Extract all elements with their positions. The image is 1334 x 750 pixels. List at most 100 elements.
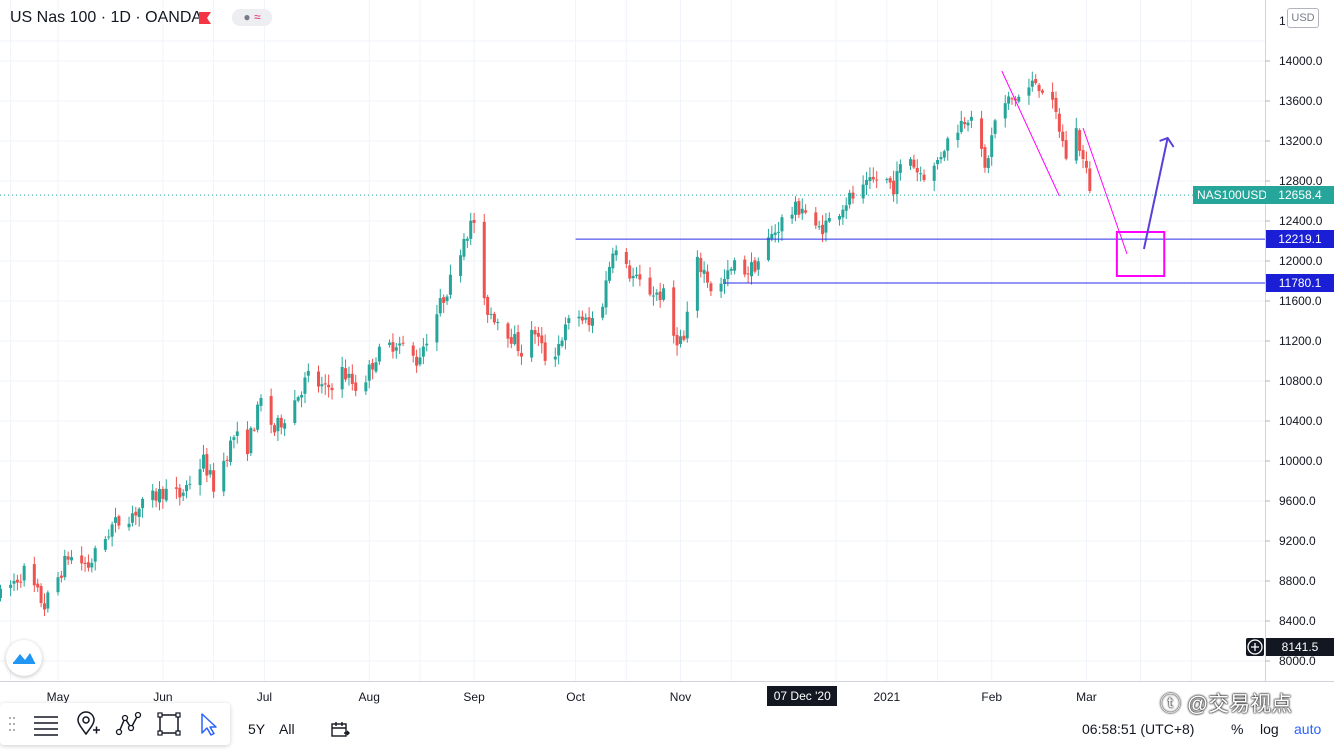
candle-body <box>530 329 534 358</box>
candle-body <box>394 347 398 351</box>
candle-body <box>1088 168 1092 191</box>
candle-body <box>638 274 642 280</box>
y-tick-label: 12800.0 <box>1279 174 1323 188</box>
candle-body <box>330 387 334 391</box>
drag-handle-icon[interactable] <box>8 715 16 733</box>
candle-body <box>9 584 13 588</box>
candle-body <box>1037 84 1041 92</box>
candle-body <box>750 262 754 277</box>
candle-body <box>425 343 429 346</box>
drawings[interactable] <box>0 70 1265 284</box>
candle-body <box>482 221 486 299</box>
candle-body <box>827 218 831 222</box>
candle-body <box>563 324 567 341</box>
candle-body <box>364 382 368 392</box>
candle-body <box>178 487 182 498</box>
candle-body <box>208 470 212 475</box>
rectangle-tool-icon[interactable] <box>153 708 185 740</box>
candle-body <box>421 346 425 357</box>
range-all-button[interactable]: All <box>279 721 295 737</box>
crosshair-price-label: 8141.5 <box>1266 638 1334 656</box>
x-tick-label: Jul <box>257 690 272 704</box>
range-5y-button[interactable]: 5Y <box>248 721 266 737</box>
date-range-icon[interactable] <box>330 721 350 739</box>
candle-body <box>201 454 205 469</box>
auto-scale-toggle[interactable]: auto <box>1294 721 1322 737</box>
trendline-drawing <box>1001 70 1060 197</box>
candle-body <box>868 177 872 182</box>
candle-body <box>472 219 476 223</box>
candle-body <box>296 397 300 401</box>
candle-body <box>513 334 517 345</box>
tradingview-logo-icon <box>13 653 35 664</box>
candle-body <box>63 555 67 578</box>
candle-body <box>932 165 936 181</box>
pattern-tool-icon[interactable] <box>113 708 145 740</box>
candle-body <box>1064 140 1068 159</box>
level-label-lower: 11780.1 <box>1266 273 1334 292</box>
target-box-drawing <box>1115 231 1166 277</box>
trend-lines-icon[interactable] <box>30 708 62 740</box>
candle-body <box>986 158 990 168</box>
candle-body <box>1017 96 1021 102</box>
candle-body <box>56 577 60 593</box>
candle-body <box>658 291 662 301</box>
candle-body <box>584 317 588 320</box>
candle-body <box>567 318 571 323</box>
tradingview-logo-button[interactable] <box>6 640 42 676</box>
candle-body <box>560 340 564 346</box>
candle-body <box>259 398 263 406</box>
candle-body <box>15 579 19 583</box>
candle-body <box>719 283 723 292</box>
level-label-upper: 12219.1 <box>1266 230 1334 249</box>
cursor-arrow-icon[interactable] <box>192 708 224 740</box>
candle-body <box>245 429 249 455</box>
currency-badge[interactable]: USD <box>1287 8 1319 28</box>
candle-body <box>682 335 686 340</box>
candle-body <box>746 273 750 275</box>
candle-body <box>435 314 439 343</box>
candle-body <box>70 557 74 561</box>
pin-tool-icon[interactable] <box>72 708 104 740</box>
candle-body <box>445 296 449 302</box>
percent-toggle[interactable]: % <box>1231 721 1244 737</box>
candle-body <box>516 332 520 352</box>
candle-body <box>418 357 422 365</box>
candle-body <box>956 132 960 141</box>
y-tick-label: 12000.0 <box>1279 254 1323 268</box>
candle-body <box>161 488 165 499</box>
candle-body <box>519 352 523 357</box>
candle-body <box>83 562 87 565</box>
indicator-pill[interactable]: ● ≈ <box>232 9 272 26</box>
candle-body <box>273 425 277 433</box>
candle-body <box>709 283 713 292</box>
add-plus-icon[interactable] <box>1246 638 1264 656</box>
y-tick-label: 13200.0 <box>1279 134 1323 148</box>
clock-timezone[interactable]: 06:58:51 (UTC+8) <box>1082 721 1195 737</box>
y-tick-label: 11600.0 <box>1279 294 1322 308</box>
candle-body <box>983 147 987 168</box>
candle-body <box>672 287 676 336</box>
symbol-title[interactable]: US Nas 100 · 1D · OANDA <box>10 9 203 26</box>
candle-body <box>36 583 40 588</box>
candle-body <box>42 603 46 610</box>
candle-body <box>256 404 260 430</box>
candle-body <box>1057 113 1061 132</box>
candle-body <box>293 400 297 423</box>
candle-body <box>212 470 216 492</box>
candle-body <box>557 344 561 356</box>
candle-body <box>733 260 737 271</box>
candle-body <box>1034 79 1038 84</box>
candle-body <box>117 516 121 526</box>
log-toggle[interactable]: log <box>1260 721 1279 737</box>
candle-body <box>912 159 916 168</box>
candle-body <box>32 564 36 586</box>
candle-body <box>66 556 70 560</box>
candle-body <box>611 253 615 269</box>
flag-icon[interactable] <box>199 12 211 24</box>
candle-body <box>909 159 913 166</box>
candle-body <box>817 226 821 228</box>
y-tick-label: 10400.0 <box>1279 414 1323 428</box>
candle-body <box>837 215 841 220</box>
